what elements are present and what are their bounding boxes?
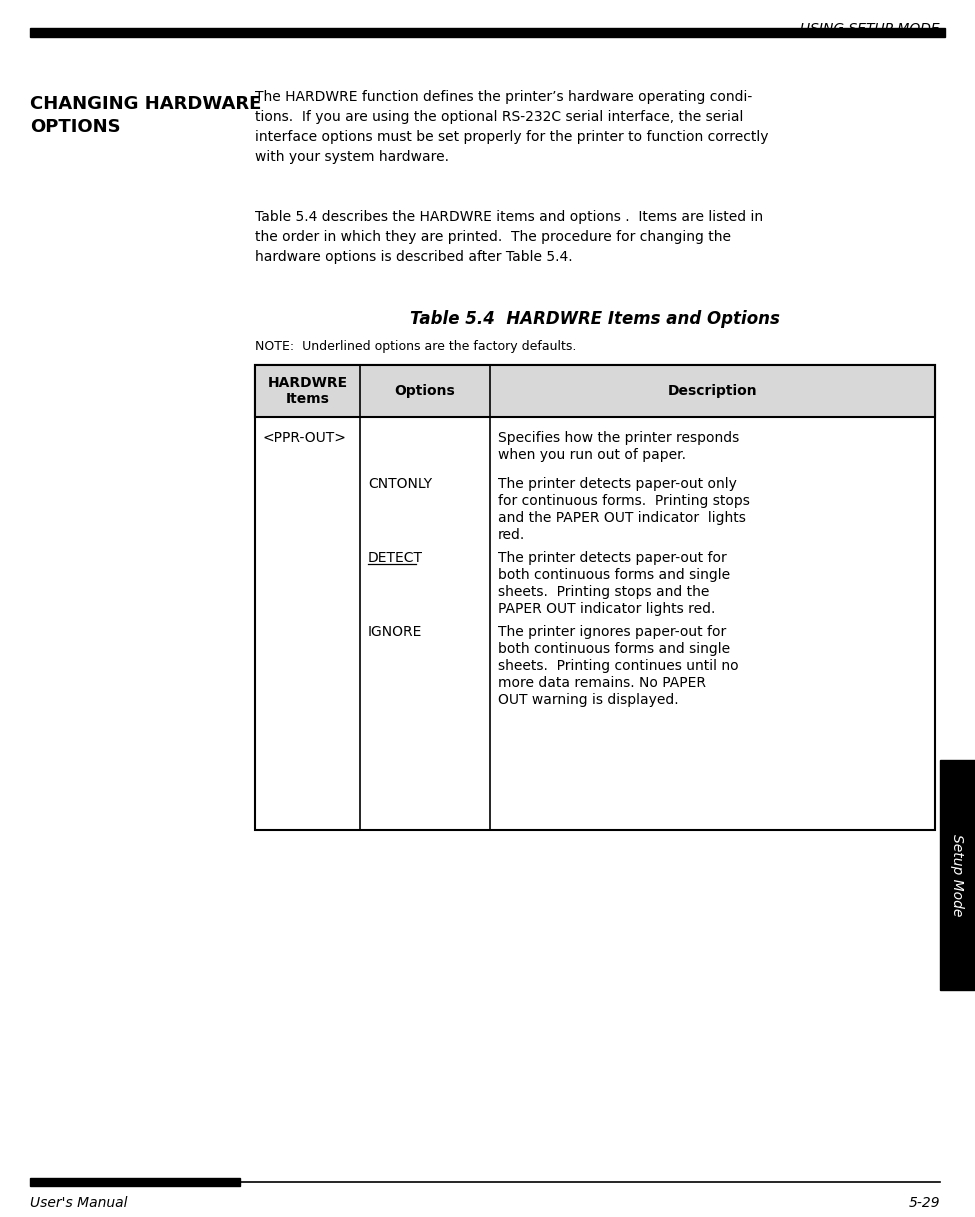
Text: Setup Mode: Setup Mode bbox=[951, 834, 964, 916]
Text: with your system hardware.: with your system hardware. bbox=[255, 150, 449, 164]
Text: IGNORE: IGNORE bbox=[368, 626, 422, 639]
Text: The HARDWRE function defines the printer’s hardware operating condi-: The HARDWRE function defines the printer… bbox=[255, 90, 753, 103]
Text: both continuous forms and single: both continuous forms and single bbox=[498, 568, 730, 582]
Text: OPTIONS: OPTIONS bbox=[30, 118, 121, 136]
Text: CHANGING HARDWARE: CHANGING HARDWARE bbox=[30, 95, 261, 113]
Text: both continuous forms and single: both continuous forms and single bbox=[498, 643, 730, 656]
Text: when you run out of paper.: when you run out of paper. bbox=[498, 448, 686, 462]
Text: sheets.  Printing continues until no: sheets. Printing continues until no bbox=[498, 658, 739, 673]
Text: sheets.  Printing stops and the: sheets. Printing stops and the bbox=[498, 585, 710, 599]
Text: Description: Description bbox=[668, 385, 758, 398]
Bar bbox=[30, 28, 945, 37]
Bar bbox=[255, 365, 935, 417]
Text: interface options must be set properly for the printer to function correctly: interface options must be set properly f… bbox=[255, 130, 768, 144]
Text: Specifies how the printer responds: Specifies how the printer responds bbox=[498, 431, 739, 445]
Bar bbox=[30, 1178, 240, 1187]
Text: The printer detects paper-out for: The printer detects paper-out for bbox=[498, 551, 726, 565]
Text: Table 5.4  HARDWRE Items and Options: Table 5.4 HARDWRE Items and Options bbox=[410, 310, 780, 329]
Text: CNTONLY: CNTONLY bbox=[368, 477, 432, 490]
Bar bbox=[255, 365, 935, 417]
Text: DETECT: DETECT bbox=[368, 551, 423, 565]
Text: Items: Items bbox=[286, 392, 330, 406]
Text: The printer ignores paper-out for: The printer ignores paper-out for bbox=[498, 626, 726, 639]
Text: 5-29: 5-29 bbox=[909, 1196, 940, 1210]
Text: HARDWRE: HARDWRE bbox=[267, 376, 347, 389]
Text: hardware options is described after Table 5.4.: hardware options is described after Tabl… bbox=[255, 249, 572, 264]
Text: OUT warning is displayed.: OUT warning is displayed. bbox=[498, 692, 679, 707]
Text: the order in which they are printed.  The procedure for changing the: the order in which they are printed. The… bbox=[255, 230, 731, 243]
Bar bbox=[940, 759, 975, 989]
Text: more data remains. No PAPER: more data remains. No PAPER bbox=[498, 675, 706, 690]
Text: NOTE:  Underlined options are the factory defaults.: NOTE: Underlined options are the factory… bbox=[255, 340, 576, 353]
Text: and the PAPER OUT indicator  lights: and the PAPER OUT indicator lights bbox=[498, 511, 746, 525]
Text: PAPER OUT indicator lights red.: PAPER OUT indicator lights red. bbox=[498, 602, 716, 616]
Text: The printer detects paper-out only: The printer detects paper-out only bbox=[498, 477, 737, 490]
Bar bbox=[255, 365, 935, 830]
Text: Options: Options bbox=[395, 385, 455, 398]
Text: tions.  If you are using the optional RS-232C serial interface, the serial: tions. If you are using the optional RS-… bbox=[255, 110, 743, 124]
Text: User's Manual: User's Manual bbox=[30, 1196, 128, 1210]
Text: <PPR-OUT>: <PPR-OUT> bbox=[263, 431, 347, 445]
Text: for continuous forms.  Printing stops: for continuous forms. Printing stops bbox=[498, 494, 750, 507]
Text: Table 5.4 describes the HARDWRE items and options .  Items are listed in: Table 5.4 describes the HARDWRE items an… bbox=[255, 211, 763, 224]
Text: red.: red. bbox=[498, 528, 526, 542]
Text: USING SETUP MODE: USING SETUP MODE bbox=[800, 22, 940, 37]
